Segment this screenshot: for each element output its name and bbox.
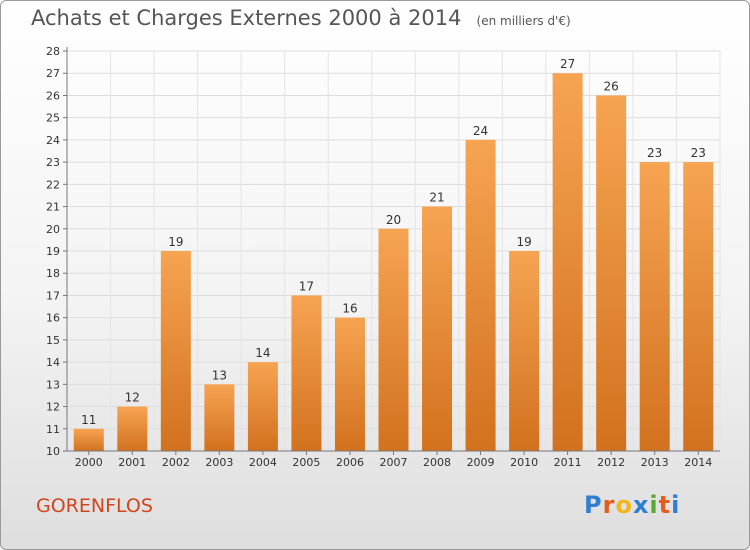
- bar: [552, 73, 583, 451]
- commune-name: GORENFLOS: [36, 495, 153, 517]
- x-tick-label: 2003: [205, 456, 233, 469]
- data-label: 16: [342, 302, 357, 316]
- x-tick-label: 2002: [162, 456, 190, 469]
- x-tick-label: 2006: [336, 456, 364, 469]
- data-label: 20: [386, 213, 401, 227]
- y-tick-label: 26: [46, 89, 60, 102]
- bar: [422, 206, 453, 451]
- logo-letter: r: [602, 491, 616, 519]
- y-tick-label: 23: [46, 156, 60, 169]
- x-tick-label: 2005: [292, 456, 320, 469]
- y-tick-label: 22: [46, 178, 60, 191]
- logo-letter: P: [584, 491, 603, 519]
- bar: [247, 362, 278, 451]
- data-label: 13: [212, 368, 227, 382]
- data-label: 27: [560, 57, 575, 71]
- y-tick-label: 19: [46, 245, 60, 258]
- bar: [509, 251, 540, 451]
- data-label: 19: [516, 235, 531, 249]
- logo-letter: t: [658, 491, 672, 519]
- data-labels: 11 12 19 13 14 17 16 20 21 24 19 27 26 23 23: [81, 57, 706, 427]
- x-tick-label: 2001: [118, 456, 146, 469]
- y-tick-label: 15: [46, 334, 60, 347]
- logo-letter: i: [649, 491, 659, 519]
- y-tick-label: 25: [46, 112, 60, 125]
- x-tick-label: 2009: [467, 456, 495, 469]
- chart-title-block: Achats et Charges Externes 2000 à 2014 (…: [31, 6, 571, 30]
- x-tick-label: 2004: [249, 456, 277, 469]
- y-tick-label: 14: [46, 356, 60, 369]
- data-label: 24: [473, 124, 488, 138]
- data-label: 11: [81, 413, 96, 427]
- chart-unit: (en milliers d'€): [476, 14, 571, 28]
- proxiti-logo: Proxiti: [584, 491, 680, 519]
- x-tick-label: 2007: [380, 456, 408, 469]
- bar: [117, 406, 148, 451]
- data-label: 19: [168, 235, 183, 249]
- x-tick-label: 2011: [554, 456, 582, 469]
- y-tick-label: 20: [46, 223, 60, 236]
- bar: [291, 295, 322, 451]
- data-label: 21: [429, 191, 444, 205]
- bar: [73, 428, 104, 451]
- x-tick-label: 2000: [75, 456, 103, 469]
- data-label: 12: [125, 391, 140, 405]
- bar: [683, 162, 714, 451]
- chart-title: Achats et Charges Externes 2000 à 2014: [31, 6, 462, 30]
- y-tick-label: 21: [46, 201, 60, 214]
- bar: [334, 317, 365, 451]
- y-tick-label: 28: [46, 45, 60, 58]
- data-label: 26: [604, 79, 619, 93]
- data-label: 23: [691, 146, 706, 160]
- bar: [596, 95, 627, 451]
- y-tick-label: 17: [46, 289, 60, 302]
- bar: [465, 139, 496, 451]
- y-tick-label: 10: [46, 445, 60, 458]
- x-tick-label: 2012: [597, 456, 625, 469]
- data-label: 23: [647, 146, 662, 160]
- x-tick-label: 2013: [641, 456, 669, 469]
- logo-letter: i: [671, 491, 681, 519]
- y-tick-label: 16: [46, 312, 60, 325]
- data-label: 17: [299, 279, 314, 293]
- bar: [160, 251, 191, 451]
- x-tick-label: 2008: [423, 456, 451, 469]
- logo-letter: o: [615, 491, 633, 519]
- x-tick-label: 2014: [684, 456, 712, 469]
- bar: [639, 162, 670, 451]
- bar: [204, 384, 235, 451]
- y-tick-label: 27: [46, 67, 60, 80]
- bars: [73, 73, 714, 451]
- y-tick-label: 12: [46, 401, 60, 414]
- y-tick-label: 13: [46, 378, 60, 391]
- axes: 10 11 12 13 14 15 16 17 18 19 20 21 22 23 24 25 26 27 28 20…: [46, 45, 720, 469]
- y-tick-label: 18: [46, 267, 60, 280]
- y-tick-label: 11: [46, 423, 60, 436]
- y-tick-label: 24: [46, 134, 60, 147]
- x-tick-label: 2010: [510, 456, 538, 469]
- logo-letter: x: [632, 491, 650, 519]
- bar: [378, 228, 409, 451]
- data-label: 14: [255, 346, 270, 360]
